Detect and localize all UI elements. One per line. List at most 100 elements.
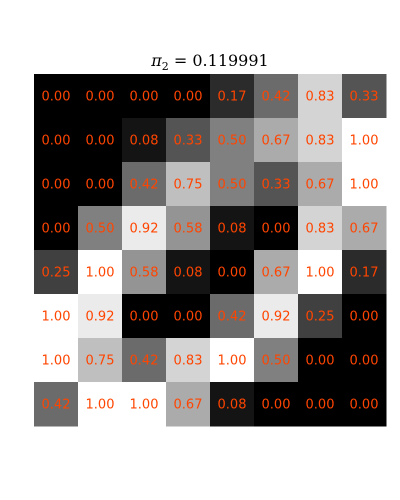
cell-label-r5-c7: 0.00 (350, 310, 379, 325)
heatmap-cell-r3-c2 (122, 206, 167, 251)
cell-label-r7-c4: 0.08 (218, 398, 247, 413)
heatmap-cell-r6-c1 (78, 338, 123, 383)
heatmap-cell-r1-c5 (254, 118, 299, 163)
heatmap-cell-r7-c2 (122, 382, 167, 427)
heatmap-cell-r2-c4 (210, 162, 255, 207)
heatmap-cell-r7-c1 (78, 382, 123, 427)
cell-label-r4-c1: 1.00 (86, 266, 115, 281)
cell-label-r7-c6: 0.00 (306, 398, 335, 413)
cell-label-r5-c5: 0.92 (262, 310, 291, 325)
cell-label-r3-c2: 0.92 (130, 222, 159, 237)
heatmap-cell-r7-c3 (166, 382, 211, 427)
heatmap-cell-r7-c7 (342, 382, 387, 427)
heatmap-cell-r1-c2 (122, 118, 167, 163)
cell-label-r2-c1: 0.00 (86, 178, 115, 193)
cell-label-r5-c4: 0.42 (218, 310, 247, 325)
heatmap-cell-r5-c5 (254, 294, 299, 339)
cell-label-r1-c2: 0.08 (130, 134, 159, 149)
cell-label-r1-c0: 0.00 (42, 134, 71, 149)
heatmap-cell-r3-c6 (298, 206, 343, 251)
heatmap-cell-r5-c2 (122, 294, 167, 339)
heatmap-cells (34, 74, 387, 427)
cell-label-r3-c1: 0.50 (86, 222, 115, 237)
heatmap-cell-r6-c7 (342, 338, 387, 383)
heatmap-cell-r0-c7 (342, 74, 387, 119)
cell-label-r2-c7: 1.00 (350, 178, 379, 193)
cell-label-r0-c4: 0.17 (218, 90, 247, 105)
title-symbol: π (150, 51, 162, 70)
cell-label-r0-c1: 0.00 (86, 90, 115, 105)
cell-label-r7-c0: 0.42 (42, 398, 71, 413)
cell-label-r6-c5: 0.50 (262, 354, 291, 369)
cell-label-r1-c7: 1.00 (350, 134, 379, 149)
cell-label-r0-c0: 0.00 (42, 90, 71, 105)
cell-label-r6-c0: 1.00 (42, 354, 71, 369)
cell-label-r1-c5: 0.67 (262, 134, 291, 149)
cell-label-r3-c7: 0.67 (350, 222, 379, 237)
heatmap-cell-r3-c1 (78, 206, 123, 251)
heatmap-cell-r2-c1 (78, 162, 123, 207)
cell-label-r4-c6: 1.00 (306, 266, 335, 281)
cell-label-r6-c3: 0.83 (174, 354, 203, 369)
heatmap-cell-r3-c0 (34, 206, 79, 251)
cell-label-r7-c1: 1.00 (86, 398, 115, 413)
cell-label-r4-c5: 0.67 (262, 266, 291, 281)
heatmap-cell-r5-c4 (210, 294, 255, 339)
heatmap-cell-r5-c7 (342, 294, 387, 339)
heatmap-cell-r6-c2 (122, 338, 167, 383)
cell-label-r6-c6: 0.00 (306, 354, 335, 369)
heatmap-cell-r7-c4 (210, 382, 255, 427)
cell-label-r7-c2: 1.00 (130, 398, 159, 413)
cell-label-r0-c3: 0.00 (174, 90, 203, 105)
cell-label-r0-c5: 0.42 (262, 90, 291, 105)
cell-label-r6-c4: 1.00 (218, 354, 247, 369)
heatmap-cell-r4-c6 (298, 250, 343, 295)
heatmap-cell-r0-c2 (122, 74, 167, 119)
cell-label-r0-c6: 0.83 (306, 90, 335, 105)
heatmap-cell-r1-c3 (166, 118, 211, 163)
cell-label-r3-c0: 0.00 (42, 222, 71, 237)
heatmap-cell-r4-c2 (122, 250, 167, 295)
heatmap-cell-r0-c1 (78, 74, 123, 119)
cell-label-r7-c5: 0.00 (262, 398, 291, 413)
cell-label-r4-c3: 0.08 (174, 266, 203, 281)
heatmap-cell-r6-c0 (34, 338, 79, 383)
heatmap-cell-r5-c3 (166, 294, 211, 339)
heatmap-cell-r3-c4 (210, 206, 255, 251)
heatmap-cell-r1-c1 (78, 118, 123, 163)
heatmap-cell-r5-c0 (34, 294, 79, 339)
cell-label-r0-c2: 0.00 (130, 90, 159, 105)
cell-label-r2-c3: 0.75 (174, 178, 203, 193)
cell-label-r7-c7: 0.00 (350, 398, 379, 413)
heatmap-cell-r7-c0 (34, 382, 79, 427)
heatmap-cell-r2-c7 (342, 162, 387, 207)
cell-label-r6-c7: 0.00 (350, 354, 379, 369)
heatmap-cell-r4-c3 (166, 250, 211, 295)
heatmap-cell-r0-c0 (34, 74, 79, 119)
cell-label-r3-c6: 0.83 (306, 222, 335, 237)
heatmap-cell-r0-c6 (298, 74, 343, 119)
chart-title: π2 = 0.119991 (150, 51, 268, 73)
heatmap-cell-r2-c6 (298, 162, 343, 207)
heatmap-cell-r2-c0 (34, 162, 79, 207)
cell-label-r5-c3: 0.00 (174, 310, 203, 325)
heatmap-cell-r6-c3 (166, 338, 211, 383)
heatmap-cell-r6-c5 (254, 338, 299, 383)
heatmap-cell-r6-c4 (210, 338, 255, 383)
cell-label-r4-c0: 0.25 (42, 266, 71, 281)
heatmap-cell-labels: 0.00 0.00 0.00 0.00 0.17 0.42 0.83 0.33 0.00 0.00… (42, 90, 379, 413)
heatmap-cell-r0-c3 (166, 74, 211, 119)
cell-label-r1-c6: 0.83 (306, 134, 335, 149)
heatmap-cell-r3-c3 (166, 206, 211, 251)
cell-label-r4-c7: 0.17 (350, 266, 379, 281)
cell-label-r3-c5: 0.00 (262, 222, 291, 237)
heatmap-cell-r1-c6 (298, 118, 343, 163)
cell-label-r2-c5: 0.33 (262, 178, 291, 193)
title-subscript: 2 (162, 60, 169, 73)
cell-label-r5-c6: 0.25 (306, 310, 335, 325)
heatmap-cell-r2-c5 (254, 162, 299, 207)
cell-label-r5-c2: 0.00 (130, 310, 159, 325)
cell-label-r2-c4: 0.50 (218, 178, 247, 193)
title-value: = 0.119991 (169, 51, 269, 70)
cell-label-r5-c1: 0.92 (86, 310, 115, 325)
